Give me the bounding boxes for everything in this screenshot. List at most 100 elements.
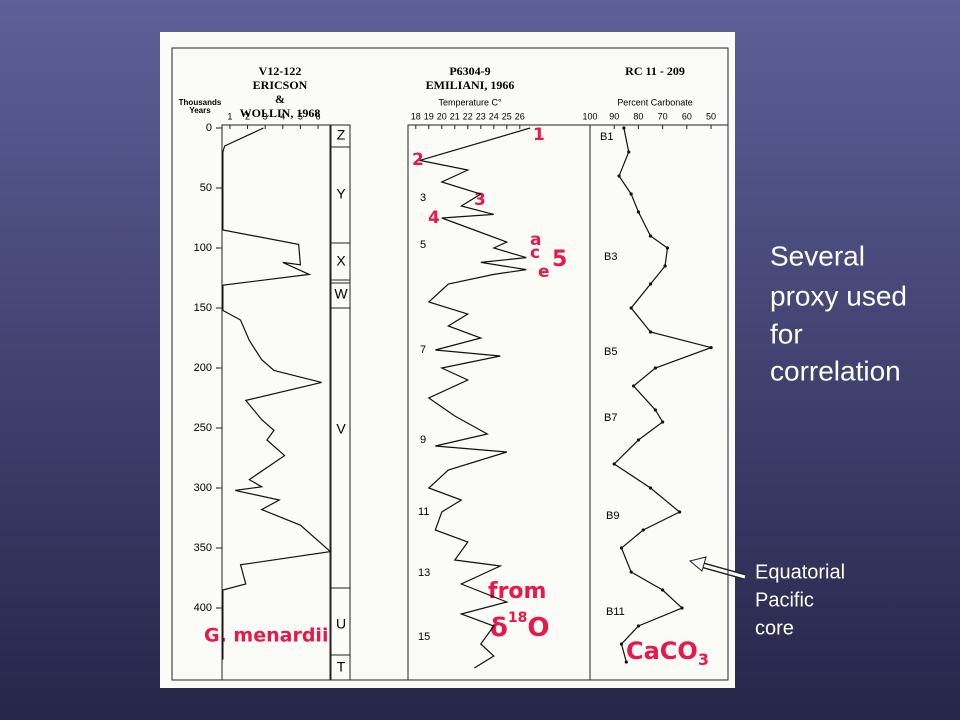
point	[629, 306, 633, 310]
pointer-line: Pacific	[755, 589, 814, 611]
x-tick-label: 18	[411, 111, 421, 121]
point	[622, 126, 626, 130]
x-label: Percent Carbonate	[617, 97, 693, 107]
stage-labels: 3 5 7 9 11 13 15	[418, 192, 430, 643]
profile-line	[222, 127, 332, 660]
red-mark: 4	[428, 208, 440, 228]
chart-title: P6304-9	[449, 64, 490, 78]
panel	[221, 124, 331, 681]
x-tick-label: 70	[658, 111, 668, 121]
stage: 11	[418, 506, 429, 518]
sup: 18	[508, 610, 527, 626]
y-tick-label: 400	[194, 602, 212, 614]
point	[661, 420, 665, 424]
point	[648, 234, 653, 238]
point	[648, 486, 653, 490]
band: B7	[604, 412, 617, 424]
zone-column	[330, 124, 351, 681]
stage: 15	[418, 631, 430, 643]
chart-title: WOLLIN, 1968	[240, 106, 321, 120]
zone-labels: Z Y X W V U T	[334, 127, 348, 675]
point	[627, 150, 631, 154]
panel	[589, 124, 729, 681]
x-tick-label: 25	[502, 111, 512, 121]
chart-title: V12-122	[259, 64, 302, 78]
figure	[160, 32, 735, 688]
red-mark: a	[530, 230, 541, 250]
chart-title: ERICSON	[253, 78, 308, 92]
zone: Z	[337, 127, 346, 143]
stage: 13	[418, 567, 430, 579]
menardii: G. menardii	[204, 625, 328, 647]
x-tick-label: 100	[582, 111, 597, 121]
x-label: Temperature C°	[438, 97, 502, 107]
chart-title: EMILIANI, 1966	[426, 78, 515, 92]
zone: U	[336, 616, 346, 632]
point	[617, 174, 621, 178]
caption-line: for	[770, 318, 803, 349]
caption-line: correlation	[770, 355, 901, 386]
from: from	[488, 579, 546, 604]
zone: W	[334, 286, 348, 302]
y-tick-label: 250	[194, 422, 212, 434]
zone: V	[336, 421, 346, 437]
point	[661, 588, 665, 592]
red-mark: 5	[552, 247, 567, 272]
point	[653, 366, 657, 370]
red-mark: 3	[474, 190, 486, 210]
stage: 3	[420, 192, 426, 204]
point	[648, 330, 653, 334]
x-tick-label: 26	[515, 111, 525, 121]
x-tick-label: 24	[489, 111, 499, 121]
x-tick-label: 20	[437, 111, 447, 121]
point	[636, 210, 641, 214]
x-tick-label: 50	[706, 111, 716, 121]
y-tick-label: 200	[194, 362, 212, 374]
delta: δ18O	[490, 610, 549, 643]
y-tick-label: 350	[194, 542, 212, 554]
age-label: Thousands	[179, 98, 222, 107]
red-mark: 2	[412, 150, 424, 170]
band: B5	[604, 346, 617, 358]
point	[619, 546, 624, 550]
sub: 3	[698, 650, 709, 669]
point	[663, 264, 667, 268]
red-mark: 1	[533, 125, 545, 145]
red-mark: c	[530, 243, 540, 263]
band: B1	[600, 131, 613, 143]
point	[612, 462, 616, 466]
point	[629, 192, 633, 196]
point	[636, 438, 641, 442]
caption-line: proxy used	[770, 280, 907, 311]
x-tick-label: 6	[316, 111, 321, 121]
chart-title: RC 11 - 209	[625, 64, 685, 78]
y-tick-label: 100	[194, 242, 212, 254]
point	[624, 660, 628, 664]
point	[680, 606, 684, 610]
pointer-line: core	[755, 617, 794, 639]
o: O	[527, 613, 549, 643]
stage: 7	[420, 344, 426, 356]
x-tick-label: 23	[476, 111, 486, 121]
band-labels: B1 B3 B5 B7 B9 B11	[600, 131, 625, 618]
age-label: Years	[189, 106, 211, 115]
y-tick-label: 300	[194, 482, 212, 494]
delta: δ	[490, 613, 508, 643]
y-tick-label: 150	[194, 302, 212, 314]
point	[665, 246, 670, 250]
caco: CaCO	[626, 637, 698, 665]
profile-line	[613, 127, 714, 663]
band: B9	[606, 510, 619, 522]
chart-title: &	[275, 92, 285, 106]
x-tick-label: 3	[263, 111, 268, 121]
x-tick-label: 90	[609, 111, 619, 121]
y-tick-label: 0	[206, 122, 212, 134]
red-marks: 1 2 3 4 a c e 5 G. menardii from δ18O Ca…	[204, 125, 709, 669]
x-tick-label: 22	[463, 111, 473, 121]
point	[629, 570, 633, 574]
stage: 5	[420, 239, 426, 251]
caption: Several proxy used for correlation	[770, 240, 907, 386]
point	[648, 282, 653, 286]
